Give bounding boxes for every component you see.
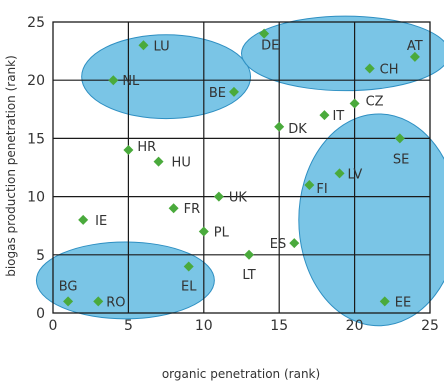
- data-point-cz: [349, 98, 360, 109]
- data-point-hu: [153, 156, 164, 167]
- data-point-it: [319, 110, 330, 121]
- point-label-nl: NL: [122, 74, 140, 89]
- x-tick-label: 20: [346, 318, 364, 334]
- x-tick-label: 25: [421, 318, 439, 334]
- data-point-lt: [244, 249, 255, 260]
- data-point-dk: [274, 121, 285, 132]
- point-label-ie: IE: [95, 214, 107, 229]
- data-point-el: [183, 261, 194, 272]
- point-label-hu: HU: [172, 156, 191, 171]
- data-point-bg: [63, 296, 74, 307]
- data-point-ch: [364, 63, 375, 74]
- data-point-lv: [334, 168, 345, 179]
- cluster-ellipse: [241, 15, 444, 92]
- y-axis-label: biogas production penetration (rank): [4, 55, 18, 277]
- point-label-lu: LU: [153, 39, 169, 54]
- y-tick-label: 0: [36, 306, 45, 322]
- grid-lines: [52, 21, 431, 314]
- axis-ticks: 0 5 10 15 20 25 0 5 10 15 20 25: [27, 15, 439, 334]
- data-point-pl: [198, 226, 209, 237]
- y-tick-label: 25: [27, 15, 45, 31]
- x-tick-label: 5: [124, 318, 133, 334]
- data-point-nl: [108, 75, 119, 86]
- point-label-de: DE: [261, 39, 279, 54]
- cluster-ellipse: [81, 34, 252, 120]
- point-label-ch: CH: [380, 63, 399, 78]
- point-label-dk: DK: [288, 122, 307, 137]
- cluster-ellipses: [35, 15, 444, 327]
- point-label-bg: BG: [59, 279, 78, 294]
- point-label-fr: FR: [184, 202, 201, 217]
- data-point-lu: [138, 40, 149, 51]
- point-label-lt: LT: [242, 268, 255, 283]
- cluster-ellipse: [298, 113, 444, 327]
- x-tick-label: 15: [270, 318, 288, 334]
- data-point-be: [228, 86, 239, 97]
- point-label-uk: UK: [229, 191, 248, 206]
- point-label-el: EL: [181, 279, 197, 294]
- point-label-es: ES: [270, 237, 286, 252]
- y-tick-label: 15: [27, 131, 45, 147]
- data-point-hr: [123, 145, 134, 156]
- y-tick-label: 20: [27, 73, 45, 89]
- point-label-at: AT: [407, 39, 423, 54]
- cluster-ellipse: [35, 241, 215, 320]
- data-points: LU DE AT NL CH BE CZ IT DK SE HR HU LV FI UK FR IE PL ES LT…: [59, 28, 423, 310]
- y-tick-label: 10: [27, 190, 45, 206]
- point-label-it: IT: [332, 109, 344, 124]
- data-point-fr: [168, 203, 179, 214]
- x-axis-label: organic penetration (rank): [162, 367, 320, 381]
- point-label-fi: FI: [316, 182, 327, 197]
- y-tick-label: 5: [36, 248, 45, 264]
- point-label-be: BE: [209, 86, 226, 101]
- point-label-hr: HR: [137, 140, 156, 155]
- data-point-at: [409, 51, 420, 62]
- point-label-cz: CZ: [366, 94, 384, 109]
- plot-frame: [52, 21, 431, 314]
- point-label-ee: EE: [395, 295, 411, 310]
- data-point-uk: [213, 191, 224, 202]
- x-tick-label: 10: [195, 318, 213, 334]
- data-point-fi: [304, 179, 315, 190]
- data-point-ee: [379, 296, 390, 307]
- point-label-ro: RO: [106, 295, 125, 310]
- data-point-se: [394, 133, 405, 144]
- data-point-de: [259, 28, 270, 39]
- point-label-lv: LV: [348, 167, 363, 182]
- x-tick-label: 0: [49, 318, 58, 334]
- point-label-se: SE: [393, 152, 409, 167]
- data-point-ro: [93, 296, 104, 307]
- data-point-ie: [78, 214, 89, 225]
- data-point-es: [289, 238, 300, 249]
- point-label-pl: PL: [214, 226, 230, 241]
